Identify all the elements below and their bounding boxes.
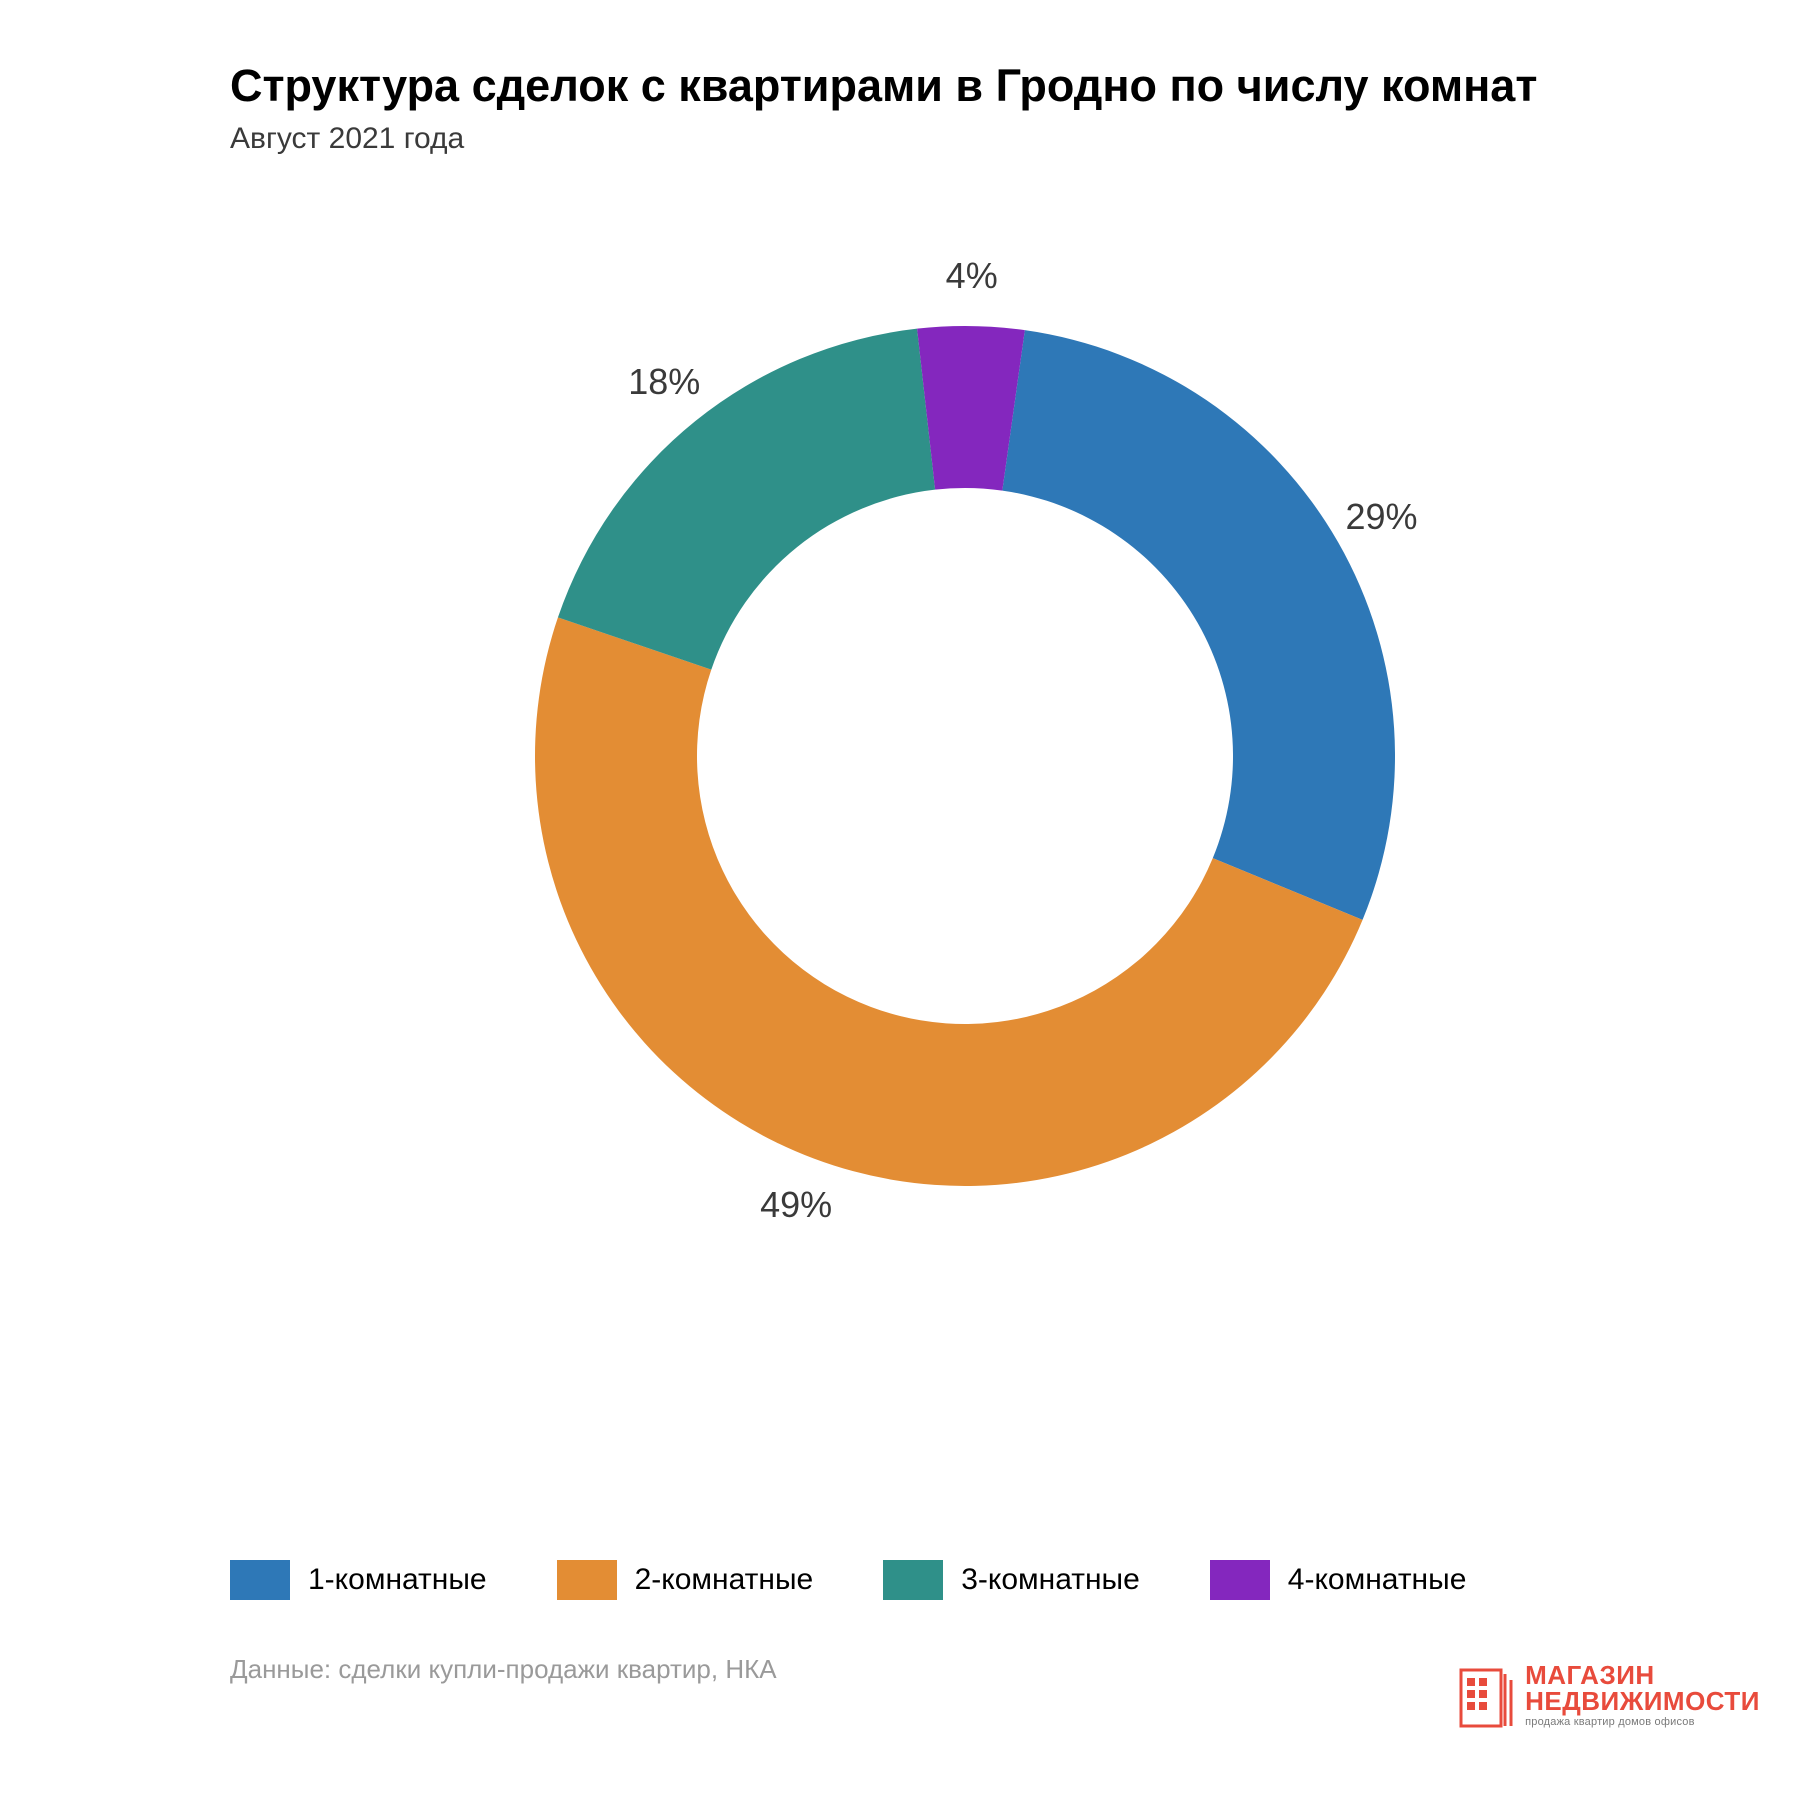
legend-label: 2-комнатные	[635, 1563, 814, 1597]
legend-label: 4-комнатные	[1288, 1563, 1467, 1597]
legend-item: 1-комнатные	[230, 1560, 487, 1600]
brand-line3: продажа квартир домов офисов	[1525, 1717, 1760, 1728]
legend-swatch	[230, 1560, 290, 1600]
slice-label: 18%	[628, 361, 700, 403]
legend-item: 2-комнатные	[557, 1560, 814, 1600]
donut-slice	[558, 329, 935, 670]
page: Структура сделок с квартирами в Гродно п…	[0, 0, 1800, 1800]
slice-label: 4%	[946, 255, 998, 297]
brand-line2: НЕДВИЖИМОСТИ	[1525, 1688, 1760, 1714]
legend-swatch	[1210, 1560, 1270, 1600]
legend-swatch	[883, 1560, 943, 1600]
legend-item: 3-комнатные	[883, 1560, 1140, 1600]
brand-line1: МАГАЗИН	[1525, 1662, 1760, 1688]
brand-logo: МАГАЗИН НЕДВИЖИМОСТИ продажа квартир дом…	[1455, 1660, 1760, 1730]
legend-item: 4-комнатные	[1210, 1560, 1467, 1600]
legend-label: 1-комнатные	[308, 1563, 487, 1597]
chart-subtitle: Август 2021 года	[230, 122, 1700, 156]
legend-swatch	[557, 1560, 617, 1600]
source-note: Данные: сделки купли-продажи квартир, НК…	[230, 1654, 777, 1685]
brand-text: МАГАЗИН НЕДВИЖИМОСТИ продажа квартир дом…	[1525, 1662, 1760, 1728]
donut-svg	[485, 276, 1445, 1236]
legend: 1-комнатные 2-комнатные 3-комнатные 4-комна…	[230, 1560, 1700, 1600]
chart-title: Структура сделок с квартирами в Гродно п…	[230, 60, 1700, 112]
legend-label: 3-комнатные	[961, 1563, 1140, 1597]
donut-chart: 29%49%18%4%	[230, 276, 1700, 1236]
slice-label: 29%	[1345, 496, 1417, 538]
donut-slice	[1002, 330, 1395, 920]
building-icon	[1455, 1660, 1515, 1730]
slice-label: 49%	[760, 1184, 832, 1226]
